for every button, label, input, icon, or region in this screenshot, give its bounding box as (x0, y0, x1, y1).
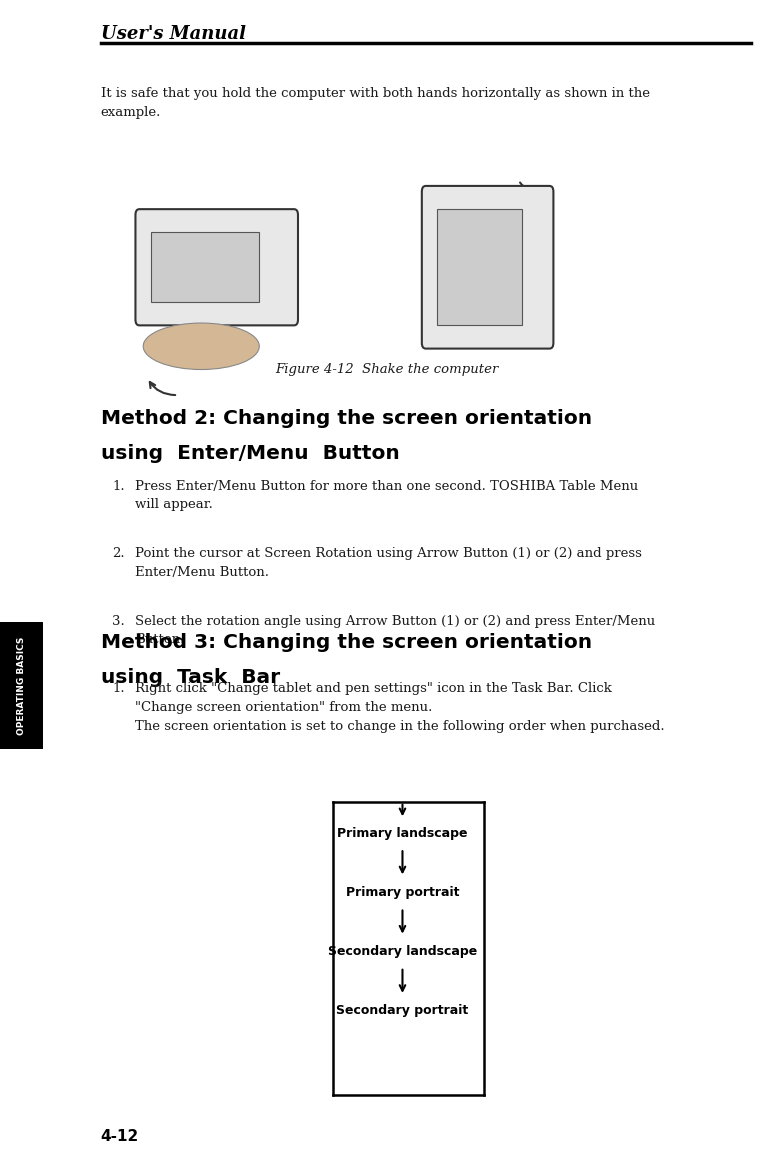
FancyBboxPatch shape (135, 209, 298, 325)
Text: OPERATING BASICS: OPERATING BASICS (17, 637, 26, 734)
Text: Select the rotation angle using Arrow Button (1) or (2) and press Enter/Menu
But: Select the rotation angle using Arrow Bu… (135, 615, 656, 646)
Bar (151, 232, 259, 302)
Text: User's Manual: User's Manual (101, 24, 245, 43)
Text: Point the cursor at Screen Rotation using Arrow Button (1) or (2) and press
Ente: Point the cursor at Screen Rotation usin… (135, 547, 642, 579)
Text: 1.: 1. (112, 480, 125, 493)
Bar (0, 622, 43, 749)
Ellipse shape (499, 192, 538, 343)
Text: using  Task  Bar: using Task Bar (101, 668, 279, 687)
Text: Primary portrait: Primary portrait (346, 885, 459, 899)
FancyBboxPatch shape (422, 186, 553, 349)
Text: Primary landscape: Primary landscape (337, 826, 467, 840)
Text: using  Enter/Menu  Button: using Enter/Menu Button (101, 444, 399, 462)
Ellipse shape (143, 323, 259, 370)
Text: 1.: 1. (112, 682, 125, 695)
Text: Secondary portrait: Secondary portrait (337, 1004, 468, 1018)
Text: Figure 4-12  Shake the computer: Figure 4-12 Shake the computer (276, 363, 498, 376)
Text: Secondary landscape: Secondary landscape (328, 945, 477, 959)
Text: Method 3: Changing the screen orientation: Method 3: Changing the screen orientatio… (101, 633, 592, 652)
Text: 2.: 2. (112, 547, 125, 560)
Text: Press Enter/Menu Button for more than one second. TOSHIBA Table Menu
will appear: Press Enter/Menu Button for more than on… (135, 480, 639, 511)
Text: 3.: 3. (112, 615, 125, 627)
Text: Right click "Change tablet and pen settings" icon in the Task Bar. Click
"Change: Right click "Change tablet and pen setti… (135, 682, 665, 733)
Text: It is safe that you hold the computer with both hands horizontally as shown in t: It is safe that you hold the computer wi… (101, 87, 649, 120)
Bar (437, 209, 522, 325)
Text: 4-12: 4-12 (101, 1129, 139, 1143)
Text: Method 2: Changing the screen orientation: Method 2: Changing the screen orientatio… (101, 409, 592, 428)
